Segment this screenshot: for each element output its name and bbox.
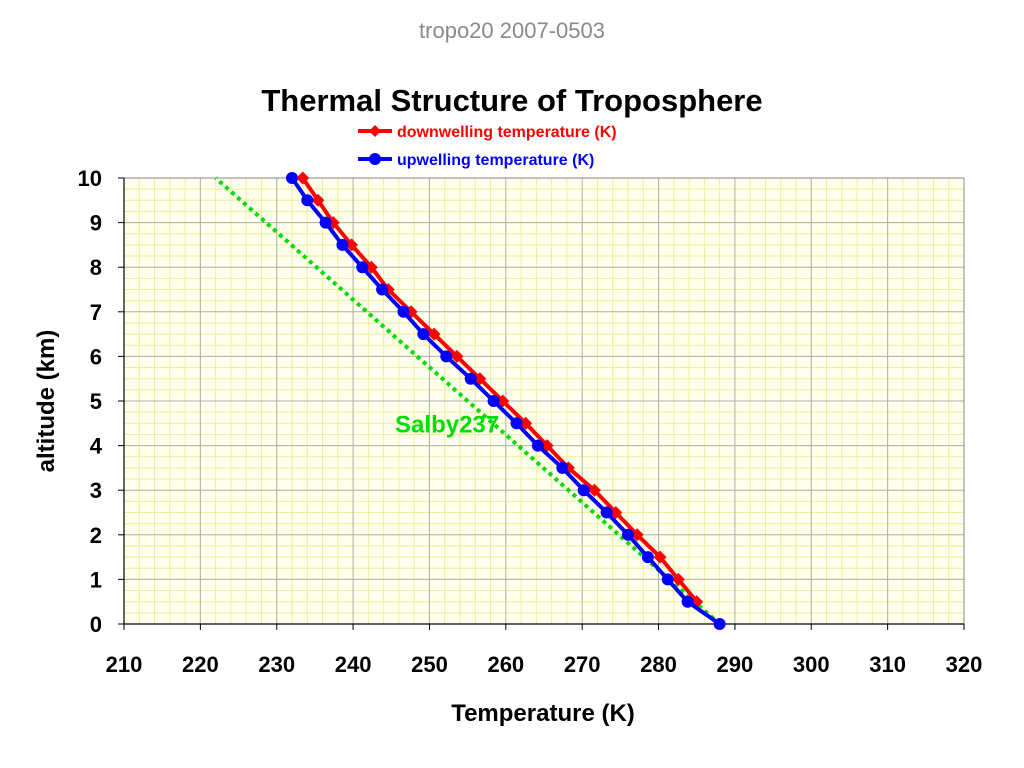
legend-item-upwelling: upwelling temperature (K) xyxy=(358,152,594,169)
data-point xyxy=(681,595,694,608)
chart-title: Thermal Structure of Troposphere xyxy=(261,83,762,118)
data-point xyxy=(641,551,654,564)
data-point xyxy=(336,238,349,251)
data-point xyxy=(296,171,310,185)
y-tick-label: 9 xyxy=(90,211,102,236)
data-point xyxy=(531,439,544,452)
y-tick-label: 4 xyxy=(90,434,103,459)
data-point xyxy=(671,572,685,586)
data-point xyxy=(630,528,644,542)
x-tick-label: 230 xyxy=(258,652,295,677)
x-tick-label: 320 xyxy=(946,652,983,677)
data-point xyxy=(519,416,533,430)
plot-area: 210 220 230 240 250 260 270 280 290 300 310 3200123… xyxy=(78,166,983,677)
data-point xyxy=(397,305,410,318)
x-ticks: 210 220 230 240 250 260 270 280 290 300 310 320 xyxy=(106,624,983,677)
x-tick-label: 210 xyxy=(106,652,143,677)
legend-marker-upwelling xyxy=(369,153,381,165)
data-point xyxy=(464,372,477,385)
y-tick-label: 10 xyxy=(78,166,102,191)
x-tick-label: 250 xyxy=(411,652,448,677)
data-point xyxy=(440,350,453,363)
x-tick-label: 220 xyxy=(182,652,219,677)
annotation-salby: Salby237 xyxy=(395,411,499,438)
x-tick-label: 290 xyxy=(717,652,754,677)
data-point xyxy=(450,349,464,363)
data-point xyxy=(661,573,674,586)
y-tick-label: 5 xyxy=(90,389,102,414)
data-point xyxy=(556,461,569,474)
data-point xyxy=(319,216,332,229)
data-point xyxy=(713,618,726,630)
data-point xyxy=(311,193,325,207)
data-point xyxy=(364,260,378,274)
y-tick-label: 1 xyxy=(90,567,102,592)
data-point xyxy=(609,506,623,519)
data-point xyxy=(622,528,634,541)
x-tick-label: 260 xyxy=(487,652,524,677)
data-point xyxy=(376,283,389,296)
x-tick-label: 300 xyxy=(793,652,830,677)
y-axis-label: altitude (km) xyxy=(33,330,60,473)
x-tick-label: 280 xyxy=(640,652,677,677)
y-tick-label: 7 xyxy=(90,300,102,325)
data-point xyxy=(577,484,590,497)
series-upwelling xyxy=(286,172,726,630)
y-ticks: 0 1 2 3 4 5 6 7 8 9 10 xyxy=(78,166,124,637)
legend-marker-downwelling xyxy=(369,125,381,137)
reference-line-salby xyxy=(214,176,721,626)
x-axis-label: Temperature (K) xyxy=(451,700,635,727)
series-line xyxy=(301,176,699,603)
x-tick-label: 270 xyxy=(564,652,601,677)
x-tick-label: 310 xyxy=(869,652,906,677)
data-point xyxy=(345,238,359,252)
slide-header: tropo20 2007-0503 xyxy=(419,18,605,43)
legend-item-downwelling: downwelling temperature (K) xyxy=(358,124,617,141)
data-point xyxy=(417,328,430,341)
data-point xyxy=(301,194,314,207)
major-grid xyxy=(123,177,965,625)
data-point xyxy=(356,261,369,274)
legend-label-downwelling: downwelling temperature (K) xyxy=(397,124,617,141)
data-point xyxy=(286,172,298,184)
y-tick-label: 8 xyxy=(90,255,102,280)
data-point xyxy=(653,550,667,564)
legend: downwelling temperature (K) upwelling te… xyxy=(358,124,617,169)
y-tick-label: 6 xyxy=(90,344,102,369)
y-tick-label: 2 xyxy=(90,523,102,548)
data-point xyxy=(510,417,523,430)
data-point xyxy=(427,327,441,341)
x-tick-label: 240 xyxy=(335,652,372,677)
legend-label-upwelling: upwelling temperature (K) xyxy=(397,152,594,169)
y-tick-label: 0 xyxy=(90,612,102,637)
data-point xyxy=(487,395,500,407)
data-point xyxy=(587,483,601,497)
data-point xyxy=(600,506,613,519)
y-tick-label: 3 xyxy=(90,478,102,503)
